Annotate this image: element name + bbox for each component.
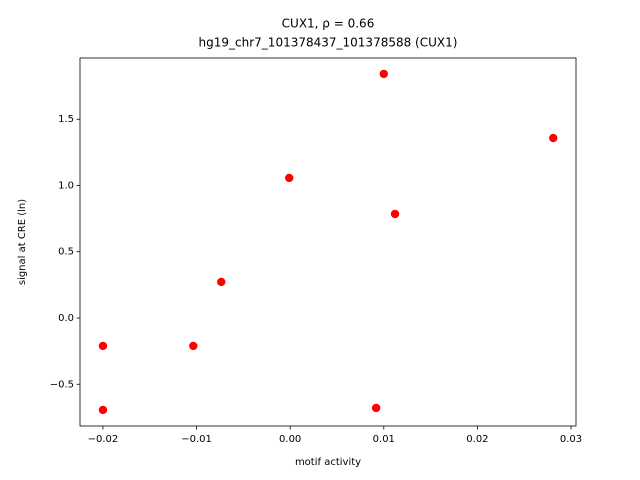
y-tick-label: 0.0 [58,313,74,324]
x-tick-label: 0.01 [373,434,395,445]
point [285,173,294,183]
point [98,341,108,351]
x-axis-label: motif activity [295,457,361,468]
point [549,133,558,143]
chart-title: CUX1, ρ = 0.66 [282,17,375,31]
y-tick-label: 1.0 [58,180,74,191]
point [379,69,388,79]
point [217,277,226,287]
y-tick-label: 0.5 [58,247,74,258]
point [390,209,400,219]
x-tick-label: −0.02 [88,434,119,445]
chart-subtitle: hg19_chr7_101378437_101378588 (CUX1) [199,36,458,50]
x-tick-label: 0.02 [466,434,488,445]
point [371,403,381,413]
point [189,341,198,351]
x-tick-label: 0.03 [560,434,582,445]
x-tick-label: 0.00 [279,434,301,445]
y-tick-label: −0.5 [50,379,74,390]
y-tick-label: 1.5 [58,114,74,125]
plot-frame [79,57,577,427]
x-tick-label: −0.01 [181,434,212,445]
y-axis-label: signal at CRE (ln) [17,199,28,285]
point [98,405,108,415]
